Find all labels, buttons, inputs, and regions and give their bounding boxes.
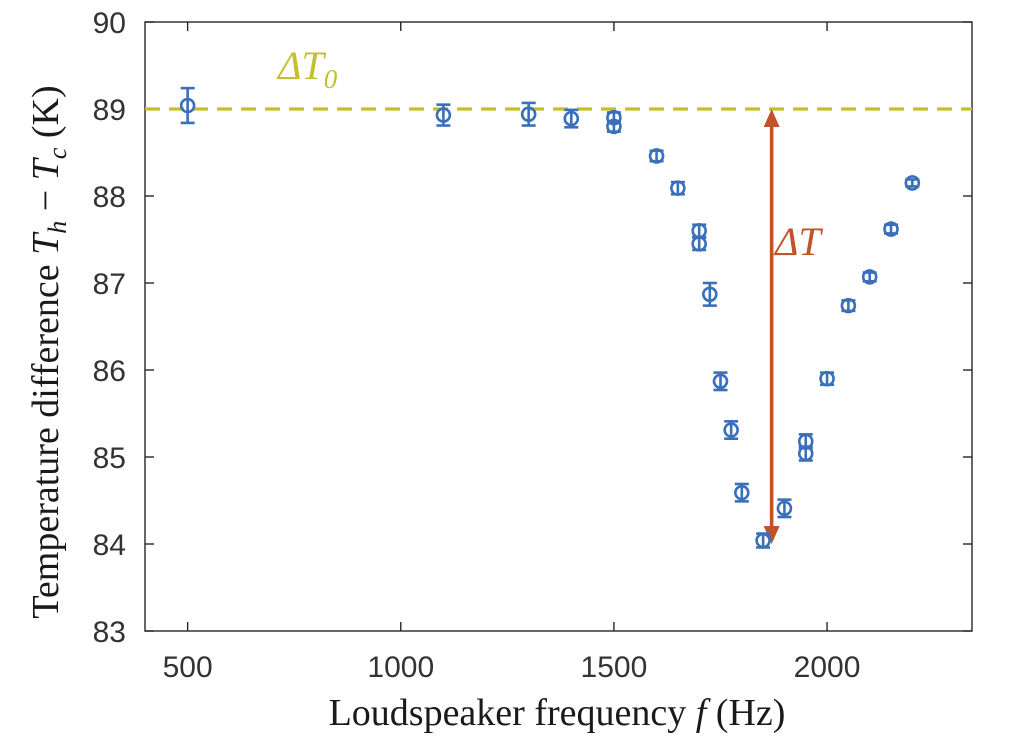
data-point xyxy=(691,236,707,252)
point-marker xyxy=(723,422,739,438)
y-tick-label: 86 xyxy=(93,355,126,388)
y-axis-label: Temperature difference Th − Tc (K) xyxy=(25,85,72,618)
point-marker xyxy=(797,445,814,462)
data-point xyxy=(797,445,814,462)
delta-t-arrow xyxy=(763,109,780,544)
point-marker xyxy=(435,107,452,123)
data-point xyxy=(691,223,707,239)
arrow-head-bottom xyxy=(763,526,780,544)
y-tick-label: 84 xyxy=(93,529,126,562)
point-marker xyxy=(520,106,537,123)
data-point xyxy=(435,103,452,127)
data-point xyxy=(883,221,899,237)
point-marker xyxy=(904,175,921,191)
data-point xyxy=(819,370,835,387)
x-tick-label: 2000 xyxy=(794,651,861,684)
point-marker xyxy=(755,532,771,549)
point-marker xyxy=(712,373,729,390)
y-tick-label: 87 xyxy=(93,268,126,301)
y-tick-label: 85 xyxy=(93,442,126,475)
y-tick-labels: 83 84 85 86 87 88 89 90 xyxy=(93,7,126,649)
x-tick-label: 1000 xyxy=(367,651,434,684)
data-point xyxy=(904,175,921,191)
data-point xyxy=(520,101,537,127)
data-point xyxy=(648,148,665,164)
point-marker xyxy=(606,118,622,135)
x-axis-label: Loudspeaker frequency f (Hz) xyxy=(329,692,786,734)
point-marker xyxy=(179,97,196,114)
axis-ticks xyxy=(145,21,972,632)
point-marker xyxy=(819,370,835,387)
data-point xyxy=(861,269,878,285)
y-tick-label: 88 xyxy=(93,181,126,214)
point-marker xyxy=(861,269,878,285)
data-point xyxy=(734,482,750,503)
data-point xyxy=(776,498,793,519)
x-tick-label: 1500 xyxy=(581,651,648,684)
point-marker xyxy=(776,500,793,517)
data-point xyxy=(840,297,857,314)
data-points xyxy=(179,86,921,549)
data-point xyxy=(670,180,686,196)
data-point xyxy=(563,108,580,129)
y-tick-label: 83 xyxy=(93,616,126,649)
y-tick-label: 89 xyxy=(93,94,126,127)
data-point xyxy=(606,118,622,135)
x-tick-labels: 500 1000 1500 2000 xyxy=(163,651,861,684)
reference-line-label: ΔT0 xyxy=(276,43,338,94)
point-marker xyxy=(840,297,857,314)
data-point xyxy=(723,420,739,441)
arrow-head-top xyxy=(763,109,780,127)
data-point xyxy=(179,86,196,125)
point-marker xyxy=(883,221,899,237)
point-marker xyxy=(648,148,665,164)
point-marker xyxy=(563,110,580,127)
point-marker xyxy=(670,180,686,196)
point-marker xyxy=(734,484,750,501)
point-marker xyxy=(691,236,707,252)
data-point xyxy=(712,371,729,392)
plot-area-frame xyxy=(144,21,973,632)
delta-t-label: ΔT xyxy=(773,219,823,264)
y-tick-label: 90 xyxy=(93,7,126,40)
point-marker xyxy=(702,286,718,303)
data-point xyxy=(755,532,771,549)
data-point xyxy=(702,281,718,307)
x-tick-label: 500 xyxy=(163,651,213,684)
